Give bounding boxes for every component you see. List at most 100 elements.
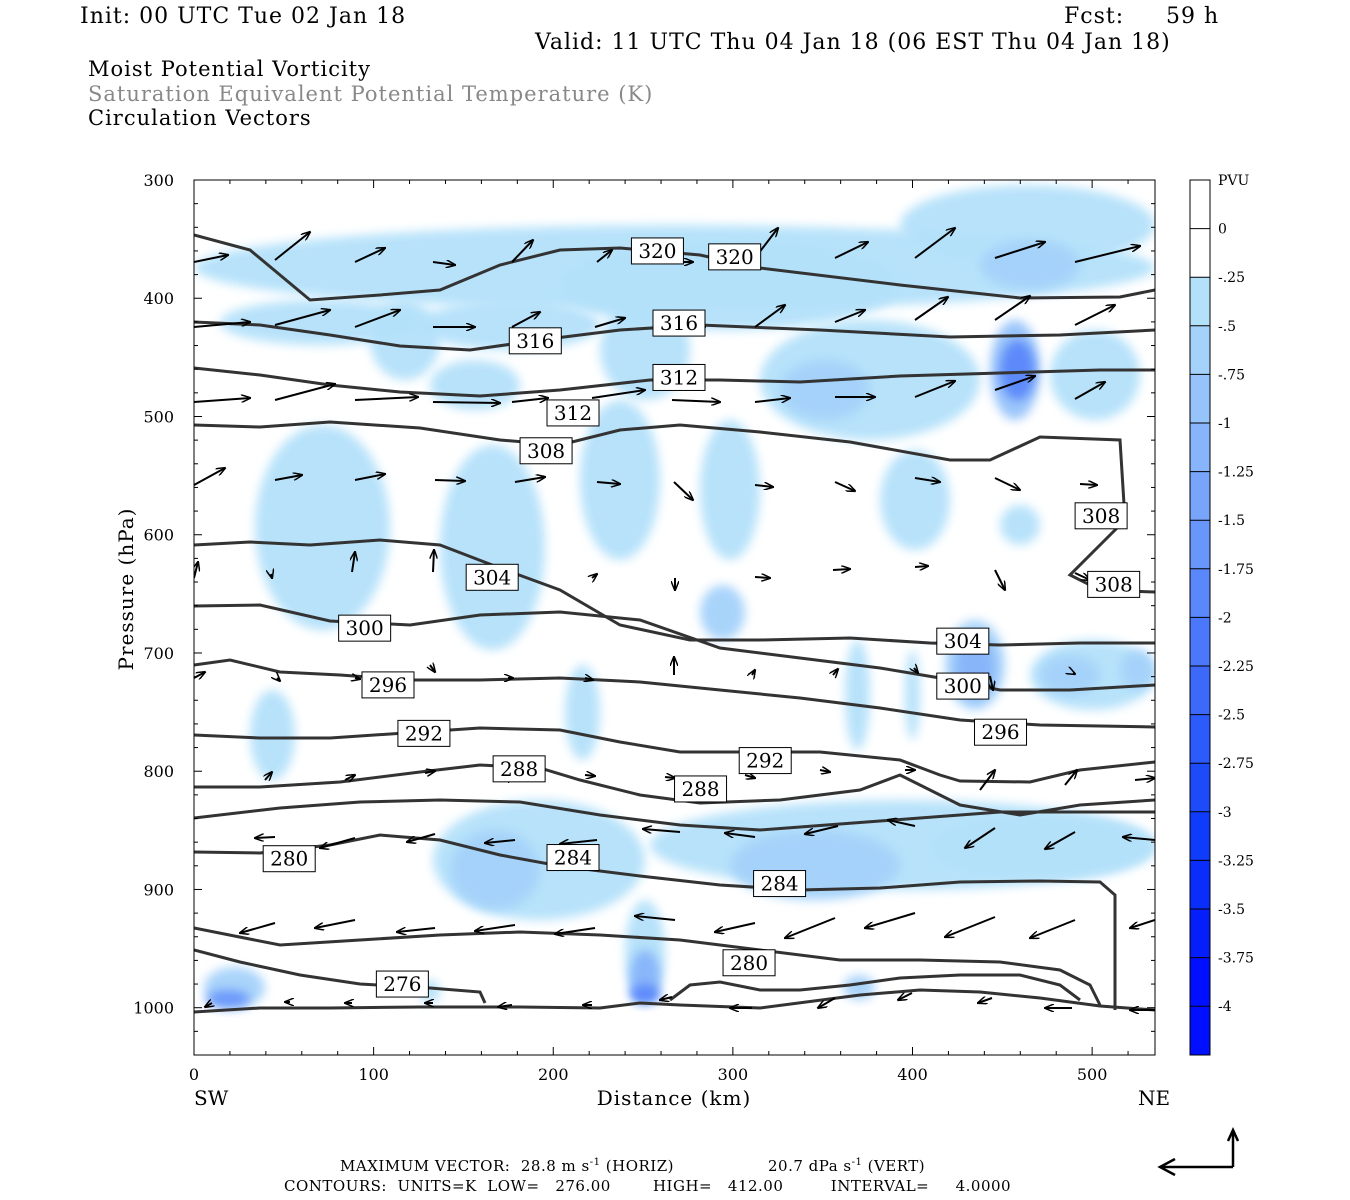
- contour-label: 280: [270, 847, 308, 871]
- contour-label-box: [674, 775, 728, 803]
- contour-label-box: [708, 243, 762, 271]
- circulation-vector: [354, 310, 400, 328]
- theta-es-contour: [194, 798, 1155, 832]
- colorbar-swatch: [1190, 1006, 1210, 1055]
- pv-region: [700, 420, 760, 560]
- circulation-vector: [754, 577, 770, 578]
- contour-label: 300: [944, 674, 982, 698]
- pv-region: [900, 185, 1155, 265]
- contour-label: 296: [981, 720, 1019, 744]
- x-tick-label: 400: [897, 1065, 928, 1084]
- y-tick-label: 900: [143, 880, 174, 899]
- circulation-vector: [397, 927, 436, 932]
- contour-label-box: [338, 614, 392, 642]
- pv-region: [430, 360, 520, 410]
- pv-region: [980, 240, 1080, 290]
- contour-label-box: [397, 719, 451, 747]
- contour-label: 316: [516, 329, 554, 353]
- contour-label: 308: [1082, 504, 1120, 528]
- contour-label: 308: [527, 439, 565, 463]
- circulation-vector: [785, 917, 836, 938]
- y-tick-label: 600: [143, 526, 174, 545]
- circulation-vector: [660, 997, 673, 1000]
- colorbar-units: PVU: [1218, 173, 1250, 189]
- circulation-vector: [1123, 837, 1155, 840]
- colorbar-label: -1.5: [1218, 513, 1245, 529]
- pv-region: [370, 300, 440, 380]
- circulation-vector: [277, 678, 280, 681]
- circulation-vector: [898, 992, 913, 1000]
- contour-label: 288: [500, 757, 538, 781]
- contour-label: 320: [638, 239, 676, 263]
- pv-region: [845, 640, 870, 750]
- contour-label: 312: [660, 365, 698, 389]
- title-theta-es: Saturation Equivalent Potential Temperat…: [88, 82, 654, 106]
- colorbar-label: -.75: [1218, 367, 1245, 383]
- x-tick-label: 500: [1077, 1065, 1108, 1084]
- pv-region: [220, 300, 420, 345]
- circulation-vector: [914, 297, 948, 321]
- pv-region: [630, 985, 660, 1003]
- theta-es-contour: [194, 763, 1155, 817]
- circulation-vector: [434, 480, 465, 481]
- circulation-vector: [514, 477, 545, 483]
- colorbar-label: -2: [1218, 610, 1232, 626]
- max-horiz-exp: -1: [589, 1157, 601, 1168]
- circulation-vector: [592, 574, 597, 578]
- x-tick-label: 300: [718, 1065, 749, 1084]
- contour-label: 292: [746, 749, 784, 773]
- circulation-vector: [194, 322, 250, 328]
- axes: 300 400 500 600 700 800 900 1000 0 100 200 300 400 50…: [133, 171, 1155, 1084]
- circulation-vector: [591, 390, 645, 399]
- theta-es-contour: [194, 726, 1155, 784]
- colorbar-swatch: [1190, 763, 1210, 812]
- colorbar-swatch: [1190, 277, 1210, 326]
- circulation-vector: [914, 566, 928, 567]
- circulation-vector: [994, 569, 1005, 590]
- pv-region: [780, 360, 870, 420]
- x-tick-label: 0: [189, 1065, 199, 1084]
- circulation-vector: [475, 924, 516, 931]
- circulation-vector: [596, 250, 612, 263]
- circulation-vector: [914, 381, 955, 398]
- max-vert-exp: -1: [851, 1157, 863, 1168]
- circulation-vector: [715, 922, 756, 932]
- circulation-vector: [978, 998, 993, 1003]
- theta-es-contour: [194, 926, 1102, 1006]
- contour-label: 288: [681, 777, 719, 801]
- circulation-vector: [596, 482, 620, 484]
- circulation-vector: [994, 477, 1020, 490]
- circulation-vector: [354, 474, 385, 481]
- colorbar-swatch: [1190, 666, 1210, 715]
- colorbar-label: -4: [1218, 999, 1232, 1015]
- x-left-end-label: SW: [194, 1086, 229, 1110]
- colorbar-swatch: [1190, 228, 1210, 278]
- circulation-vectors: [194, 228, 1155, 1010]
- contour-label-box: [546, 844, 600, 872]
- pv-region: [206, 990, 250, 1008]
- circulation-vector: [744, 775, 755, 778]
- circulation-vector: [1134, 778, 1155, 780]
- forecast-hour: 59 h: [1166, 4, 1220, 29]
- circulation-vector: [833, 669, 838, 675]
- title-mpv: Moist Potential Vorticity: [88, 57, 371, 81]
- circulation-vector: [511, 240, 533, 263]
- circulation-vector: [194, 255, 228, 263]
- circulation-vector: [914, 668, 918, 673]
- circulation-vector: [584, 775, 595, 776]
- circulation-vector: [320, 837, 356, 848]
- circulation-vector: [834, 242, 868, 259]
- circulation-vector: [888, 820, 916, 827]
- circulation-vector: [432, 262, 455, 265]
- circulation-vector: [914, 228, 955, 259]
- circulation-vector: [819, 770, 830, 772]
- colorbar-label: -2.5: [1218, 708, 1245, 724]
- theta-es-contour: [194, 833, 1117, 1010]
- colorbar-swatch: [1190, 811, 1210, 861]
- circulation-vector: [752, 670, 755, 675]
- contour-label: 312: [554, 401, 592, 425]
- colorbar-swatch: [1190, 471, 1210, 521]
- forecast-label: Fcst:: [1064, 4, 1125, 29]
- title-vectors: Circulation Vectors: [88, 106, 312, 130]
